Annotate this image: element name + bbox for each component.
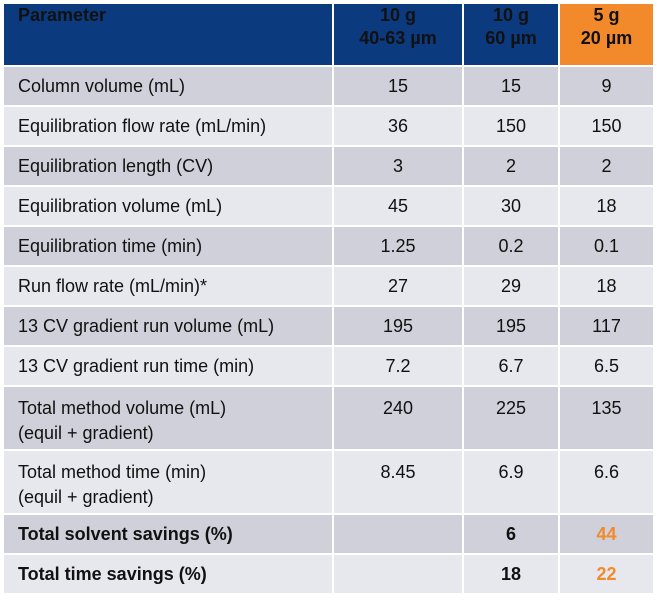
header-column-5g-20um: 5 g 20 µm [558,2,655,67]
cell-value: 15 [332,65,464,107]
cell-value: 7.2 [332,345,464,387]
table-row-time-savings: Total time savings (%) 18 22 [2,553,655,595]
table-row: 13 CV gradient run time (min) 7.2 6.7 6.… [2,345,655,387]
row-label: Equilibration time (min) [2,225,334,267]
table-row: Equilibration time (min) 1.25 0.2 0.1 [2,225,655,267]
cell-value: 18 [462,553,560,595]
row-label: 13 CV gradient run volume (mL) [2,305,334,347]
row-label-main: Total method time (min) [18,462,207,482]
cell-value: 150 [462,105,560,147]
header-column-particle-size: 40-63 µm [359,28,437,48]
row-label: Column volume (mL) [2,65,334,107]
cell-value: 8.45 [332,449,464,515]
cell-value: 30 [462,185,560,227]
row-label: Total time savings (%) [2,553,334,595]
cell-value-highlight: 44 [558,513,655,555]
cell-value: 45 [332,185,464,227]
cell-value: 18 [558,265,655,307]
cell-value: 29 [462,265,560,307]
cell-value [332,553,464,595]
cell-value: 0.2 [462,225,560,267]
row-label: Equilibration flow rate (mL/min) [2,105,334,147]
cell-value: 195 [462,305,560,347]
cell-value: 0.1 [558,225,655,267]
row-label-sub: (equil + gradient) [18,423,154,443]
cell-value: 6.6 [558,449,655,515]
header-column-10g-60um: 10 g 60 µm [462,2,560,67]
row-label: Equilibration length (CV) [2,145,334,187]
table-row-solvent-savings: Total solvent savings (%) 6 44 [2,513,655,555]
row-label-sub: (equil + gradient) [18,487,154,507]
header-column-particle-size: 20 µm [580,28,633,48]
cell-value: 2 [558,145,655,187]
header-column-10g-40-63um: 10 g 40-63 µm [332,2,464,67]
table-row: Equilibration volume (mL) 45 30 18 [2,185,655,227]
row-label: 13 CV gradient run time (min) [2,345,334,387]
cell-value: 240 [332,385,464,451]
table-row: Total method time (min) (equil + gradien… [2,449,655,515]
cell-value: 150 [558,105,655,147]
cell-value: 27 [332,265,464,307]
cell-value: 1.25 [332,225,464,267]
cell-value [332,513,464,555]
cell-value: 225 [462,385,560,451]
header-column-mass: 5 g [593,5,620,25]
row-label: Run flow rate (mL/min)* [2,265,334,307]
cell-value: 6.9 [462,449,560,515]
cell-value: 18 [558,185,655,227]
cell-value: 9 [558,65,655,107]
cell-value: 36 [332,105,464,147]
header-parameter: Parameter [2,2,334,67]
parameter-table: Parameter 10 g 40-63 µm 10 g 60 µm 5 g 2… [2,2,655,595]
row-label: Total method volume (mL) (equil + gradie… [2,385,334,451]
row-label: Equilibration volume (mL) [2,185,334,227]
cell-value: 135 [558,385,655,451]
row-label: Total method time (min) (equil + gradien… [2,449,334,515]
row-label-main: Total method volume (mL) [18,398,227,418]
table-row: Total method volume (mL) (equil + gradie… [2,385,655,451]
table-row: Equilibration length (CV) 3 2 2 [2,145,655,187]
header-column-mass: 10 g [379,5,417,25]
cell-value: 6.7 [462,345,560,387]
cell-value: 6.5 [558,345,655,387]
cell-value: 2 [462,145,560,187]
header-column-mass: 10 g [492,5,530,25]
cell-value: 3 [332,145,464,187]
cell-value: 195 [332,305,464,347]
table-row: Run flow rate (mL/min)* 27 29 18 [2,265,655,307]
row-label: Total solvent savings (%) [2,513,334,555]
cell-value: 6 [462,513,560,555]
cell-value: 117 [558,305,655,347]
table-header-row: Parameter 10 g 40-63 µm 10 g 60 µm 5 g 2… [2,2,655,67]
cell-value-highlight: 22 [558,553,655,595]
table-row: 13 CV gradient run volume (mL) 195 195 1… [2,305,655,347]
cell-value: 15 [462,65,560,107]
table-row: Equilibration flow rate (mL/min) 36 150 … [2,105,655,147]
table-row: Column volume (mL) 15 15 9 [2,65,655,107]
header-column-particle-size: 60 µm [485,28,537,48]
